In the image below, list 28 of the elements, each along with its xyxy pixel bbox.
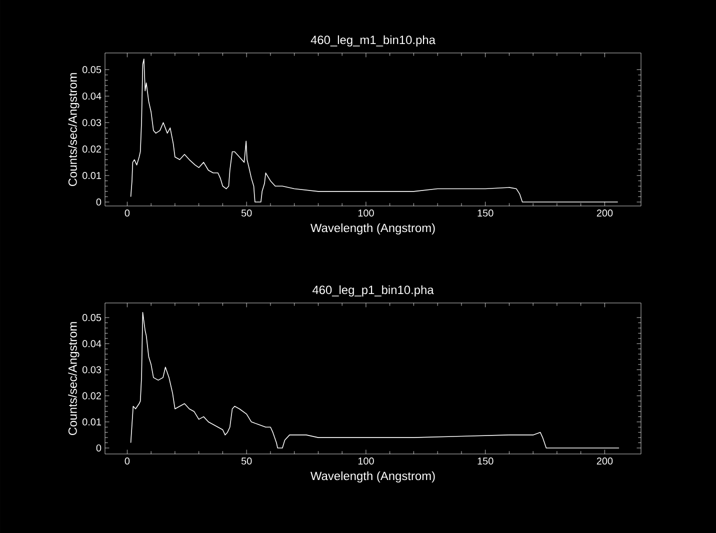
x-tick-label: 100	[358, 210, 374, 217]
x-tick-label: 100	[358, 458, 374, 465]
x-tick-label: 200	[596, 210, 613, 217]
y-tick-label: 0.01	[82, 418, 102, 426]
chart-title: 460_leg_m1_bin10.pha	[310, 35, 436, 46]
y-axis-title: Counts/sec/Angstrom	[68, 322, 80, 436]
x-axis-title: Wavelength (Angstrom)	[310, 223, 435, 235]
y-tick-label: 0.04	[82, 340, 102, 348]
x-tick-label: 50	[241, 210, 252, 217]
y-tick-label: 0.02	[82, 146, 101, 153]
y-tick-label: 0.05	[82, 314, 102, 322]
y-tick-label: 0.05	[82, 66, 102, 74]
x-tick-label: 200	[596, 458, 613, 465]
x-tick-label: 0	[124, 458, 130, 465]
chart-title: 460_leg_p1_bin10.pha	[312, 285, 434, 296]
y-tick-label: 0	[96, 444, 102, 452]
x-tick-label: 150	[478, 210, 494, 217]
y-axis-title: Counts/sec/Angstrom	[68, 73, 80, 186]
x-tick-label: 150	[478, 458, 494, 465]
y-tick-label: 0.01	[82, 172, 102, 180]
y-tick-label: 0	[96, 198, 102, 206]
x-tick-label: 50	[241, 458, 252, 465]
y-tick-label: 0.02	[82, 392, 101, 400]
x-axis-title: Wavelength (Angstrom)	[310, 471, 435, 483]
y-tick-label: 0.03	[82, 366, 102, 374]
y-tick-label: 0.04	[82, 92, 102, 100]
y-tick-label: 0.03	[82, 119, 102, 126]
x-tick-label: 0	[124, 210, 130, 217]
